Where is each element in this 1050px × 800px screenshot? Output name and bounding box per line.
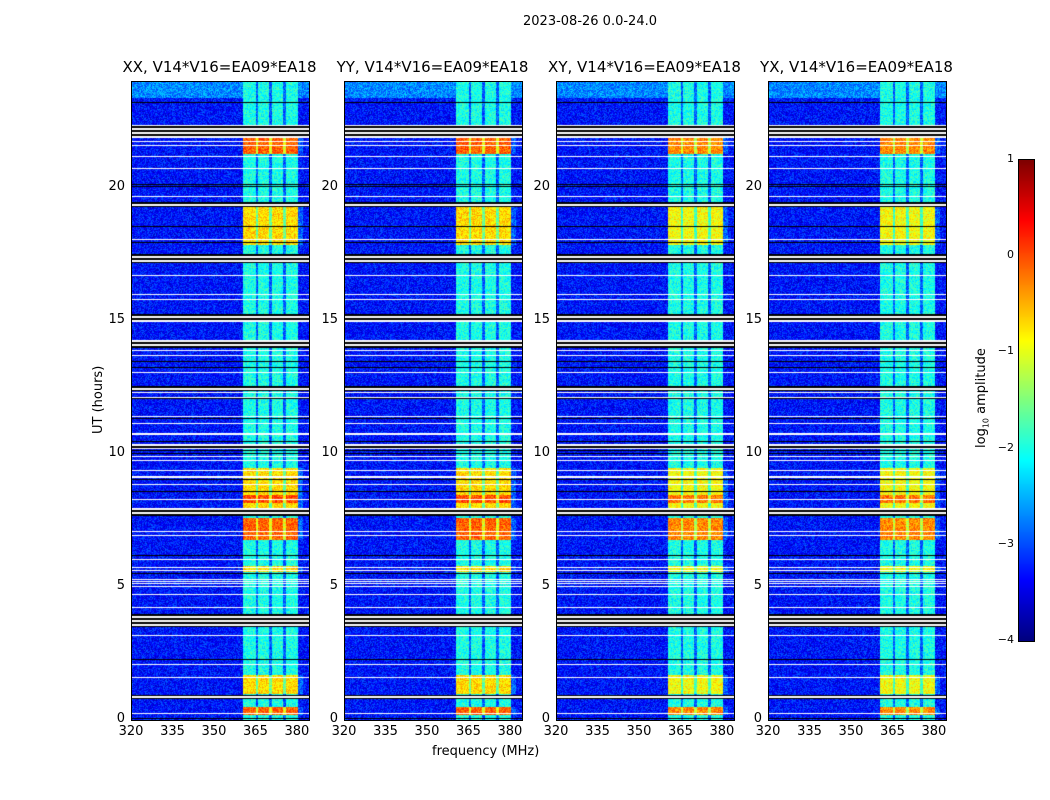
colorbar-label: log10 amplitude — [974, 348, 991, 448]
panel-title: XX, V14*V16=EA09*EA18 — [122, 58, 317, 76]
y-tick-label: 20 — [745, 179, 762, 195]
x-tick-label: 350 — [626, 724, 652, 739]
x-tick-label: 320 — [118, 724, 144, 739]
colorbar-tick-label: −2 — [997, 440, 1014, 454]
y-tick-label: 10 — [108, 445, 125, 461]
x-tick-label: 320 — [543, 724, 569, 739]
x-tick-label: 365 — [456, 724, 481, 739]
y-tick-label: 20 — [321, 179, 338, 195]
x-tick-label: 350 — [201, 724, 227, 739]
colorbar-tick-label: −4 — [997, 633, 1014, 646]
y-tick-label: 0 — [116, 711, 125, 726]
waterfall-heatmap-yx — [768, 81, 947, 721]
x-tick-label: 320 — [331, 724, 357, 739]
x-axis-label: frequency (MHz) — [432, 744, 540, 759]
waterfall-heatmap-yy — [344, 81, 523, 721]
figure-title: 2023-08-26 0.0-24.0 — [523, 14, 657, 29]
x-tick-label: 380 — [921, 724, 947, 739]
y-tick-label: 5 — [116, 578, 125, 594]
y-tick-label: 20 — [108, 179, 125, 195]
y-tick-label: 0 — [541, 711, 550, 726]
y-tick-label: 15 — [533, 312, 550, 328]
x-tick-label: 335 — [797, 724, 822, 739]
x-tick-label: 335 — [585, 724, 610, 739]
y-tick-label: 10 — [533, 445, 550, 461]
y-tick-label: 5 — [329, 578, 338, 594]
y-tick-label: 10 — [745, 445, 762, 461]
panel-title: XY, V14*V16=EA09*EA18 — [548, 58, 741, 76]
waterfall-heatmap-xy — [556, 81, 735, 721]
y-axis-label: UT (hours) — [91, 365, 106, 434]
x-tick-label: 350 — [414, 724, 440, 739]
y-tick-label: 5 — [541, 578, 550, 594]
x-tick-label: 320 — [755, 724, 781, 739]
x-tick-label: 380 — [497, 724, 523, 739]
waterfall-heatmap-xx — [131, 81, 310, 721]
y-tick-label: 15 — [321, 312, 338, 328]
colorbar-tick-label: 0 — [1007, 248, 1014, 262]
colorbar — [1018, 159, 1035, 642]
y-tick-label: 15 — [108, 312, 125, 328]
y-tick-label: 0 — [329, 711, 338, 726]
y-tick-label: 20 — [533, 179, 550, 195]
x-tick-label: 380 — [709, 724, 735, 739]
colorbar-tick-label: −1 — [997, 344, 1014, 358]
panel-title: YX, V14*V16=EA09*EA18 — [760, 58, 953, 76]
panel-title: YY, V14*V16=EA09*EA18 — [336, 58, 529, 76]
x-tick-label: 380 — [284, 724, 310, 739]
x-tick-label: 365 — [880, 724, 905, 739]
x-tick-label: 365 — [668, 724, 693, 739]
colorbar-tick-label: −3 — [997, 536, 1014, 550]
x-tick-label: 335 — [160, 724, 185, 739]
x-tick-label: 365 — [243, 724, 268, 739]
y-tick-label: 5 — [753, 578, 762, 594]
x-tick-label: 350 — [838, 724, 864, 739]
x-tick-label: 335 — [373, 724, 398, 739]
y-tick-label: 15 — [745, 312, 762, 328]
y-tick-label: 10 — [321, 445, 338, 461]
colorbar-tick-label: 1 — [1007, 152, 1014, 165]
y-tick-label: 0 — [753, 711, 762, 726]
